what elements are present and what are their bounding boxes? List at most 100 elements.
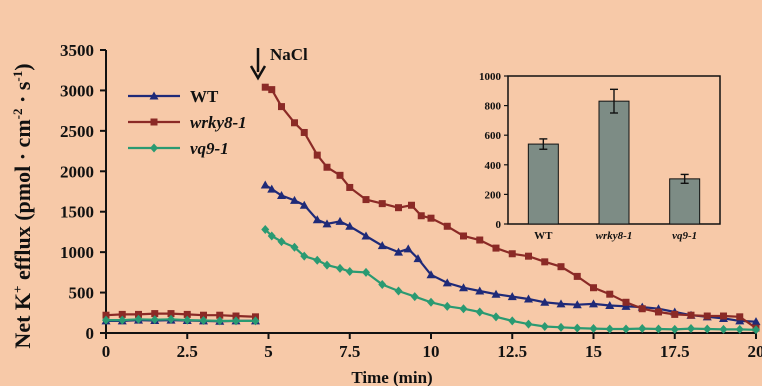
data-point [459,283,468,292]
data-point [735,316,745,325]
data-point [300,128,308,136]
data-point [655,308,662,316]
data-point [736,313,744,321]
data-point [410,292,419,302]
data-point [323,260,331,270]
data-point [378,200,386,208]
data-point [687,324,695,334]
legend-label: vq9-1 [190,139,229,158]
data-point [525,252,532,260]
data-point [670,324,679,334]
y-tick-label: 2500 [60,122,94,141]
data-point [557,322,565,332]
data-point [278,103,285,111]
y-tick-label: 3500 [60,41,94,60]
data-point [313,151,321,159]
data-point [540,297,550,306]
series-line [106,318,256,322]
legend-marker [149,91,159,100]
data-point [167,310,175,318]
inset-y-tick-label: 800 [485,101,502,113]
data-point [345,221,355,230]
data-point [260,180,270,189]
data-point [443,301,452,311]
data-point [459,304,468,314]
data-point [572,300,582,309]
data-point [654,324,663,334]
inset-bar [527,143,559,225]
data-point [606,290,614,298]
data-point [290,195,299,204]
data-point [394,247,403,256]
data-point [427,214,435,222]
nacl-label: NaCl [270,45,308,64]
data-point [361,231,371,240]
data-point [703,312,711,320]
x-tick-label: 5 [264,342,273,361]
y-axis-label: Net K+ efflux (pmol · cm-2 · s-1) [10,63,35,348]
data-point [200,311,207,319]
data-point [703,324,712,334]
data-point [261,225,270,235]
inset-bar [598,100,630,225]
inset-bar [669,178,701,225]
data-point [751,317,761,326]
data-point [638,324,647,334]
data-point [216,311,224,319]
data-point [719,324,728,334]
x-tick-label: 15 [585,342,602,361]
data-point [102,315,110,325]
legend-label: WT [190,87,219,106]
x-tick-label: 2.5 [177,342,198,361]
data-point [442,278,452,287]
inset-category-label: vq9-1 [672,230,697,242]
data-point [118,315,127,325]
data-point [299,200,309,209]
series-line [264,228,757,331]
data-point [492,312,500,322]
x-tick-label: 17.5 [660,342,690,361]
data-point [312,215,322,224]
nacl-annotation: NaCl [249,45,308,81]
data-point [277,237,286,247]
data-point [589,324,598,334]
data-point [540,322,549,332]
data-point [590,284,597,292]
series-line [105,312,256,318]
data-point [403,244,413,253]
y-tick-label: 3000 [60,81,94,100]
inset-y-tick-label: 600 [485,130,502,142]
data-point [277,191,286,200]
data-point [492,244,500,252]
data-point [735,324,744,334]
data-point [135,310,142,318]
y-tick-label: 500 [69,284,95,303]
data-point [346,183,354,191]
data-point [150,315,159,325]
data-point [524,319,533,329]
data-point [336,263,344,273]
data-point [413,254,423,263]
data-point [460,232,467,240]
data-point [621,301,631,310]
data-point [476,236,484,244]
x-tick-label: 10 [423,342,440,361]
data-point [323,163,331,171]
data-point [267,184,277,193]
data-point [605,301,615,310]
data-point [426,270,436,279]
data-point [167,314,175,324]
data-point [395,204,402,212]
data-point [199,315,208,325]
data-point [573,272,581,280]
data-point [102,311,110,319]
data-point [443,222,451,230]
y-tick-label: 2000 [60,162,94,181]
data-point [290,242,299,252]
nacl-arrowhead [249,65,267,81]
data-point [268,86,276,94]
data-point [752,325,760,335]
data-point [378,279,387,289]
